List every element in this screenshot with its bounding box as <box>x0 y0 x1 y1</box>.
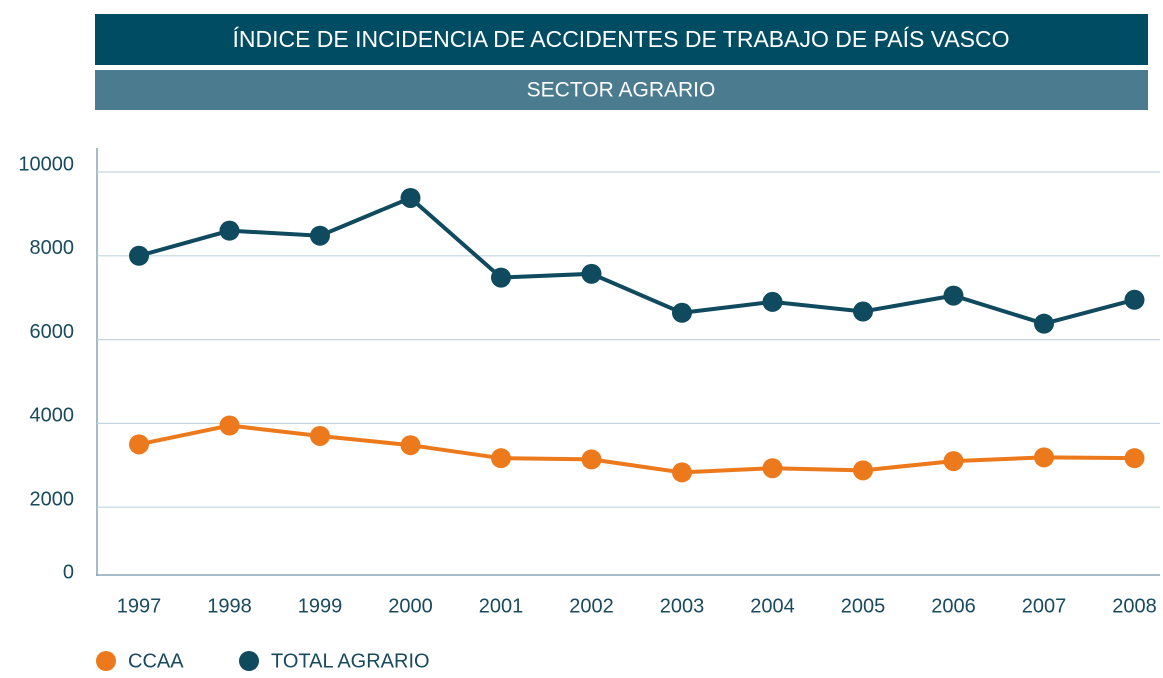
subtitle-band <box>95 70 1148 110</box>
data-point <box>1124 289 1145 310</box>
chart-subtitle: SECTOR AGRARIO <box>527 79 716 102</box>
data-point <box>1034 313 1054 334</box>
legend-label: TOTAL AGRARIO <box>271 650 430 672</box>
data-point <box>581 449 602 470</box>
x-tick-label: 1999 <box>298 595 343 617</box>
x-tick-label: 2006 <box>931 595 976 617</box>
data-point <box>672 462 692 483</box>
x-tick-label: 2007 <box>1022 595 1067 617</box>
legend-label: CCAA <box>128 650 184 672</box>
x-tick-label: 2002 <box>569 595 614 617</box>
x-tick-label: 2005 <box>841 595 886 617</box>
data-point <box>581 263 602 284</box>
data-point <box>310 425 330 446</box>
x-tick-label: 2004 <box>750 595 795 617</box>
y-tick-label: 8000 <box>30 237 75 259</box>
x-tick-label: 2003 <box>660 595 705 617</box>
data-point <box>853 460 873 481</box>
data-point <box>129 434 149 455</box>
data-point <box>1124 448 1145 469</box>
x-tick-label: 2000 <box>388 595 433 617</box>
legend-marker <box>96 651 116 671</box>
data-point <box>310 225 330 246</box>
data-point <box>400 187 421 208</box>
data-point <box>943 451 964 472</box>
data-point <box>219 220 240 241</box>
data-point <box>219 415 240 436</box>
data-point <box>129 245 149 266</box>
series-line <box>138 423 1135 475</box>
data-point <box>853 301 873 322</box>
y-tick-label: 4000 <box>30 405 75 427</box>
chart-title: ÍNDICE DE INCIDENCIA DE ACCIDENTES DE TR… <box>232 26 1009 52</box>
data-point <box>400 435 421 456</box>
x-tick-label: 1998 <box>207 595 252 617</box>
legend-marker <box>239 651 259 671</box>
x-tick-label: 1997 <box>117 595 162 617</box>
data-point <box>943 285 964 306</box>
series-line <box>138 195 1136 326</box>
data-point <box>762 291 783 312</box>
data-point <box>672 302 692 323</box>
data-point <box>491 448 511 469</box>
y-tick-label: 6000 <box>30 321 75 343</box>
y-tick-label: 0 <box>63 561 74 583</box>
y-tick-label: 10000 <box>18 153 74 175</box>
y-tick-label: 2000 <box>30 488 75 510</box>
x-tick-label: 2001 <box>479 595 524 617</box>
data-point <box>762 458 783 479</box>
data-point <box>491 267 511 288</box>
x-tick-label: 2008 <box>1112 595 1157 617</box>
title-band <box>95 14 1148 65</box>
data-point <box>1034 447 1054 468</box>
